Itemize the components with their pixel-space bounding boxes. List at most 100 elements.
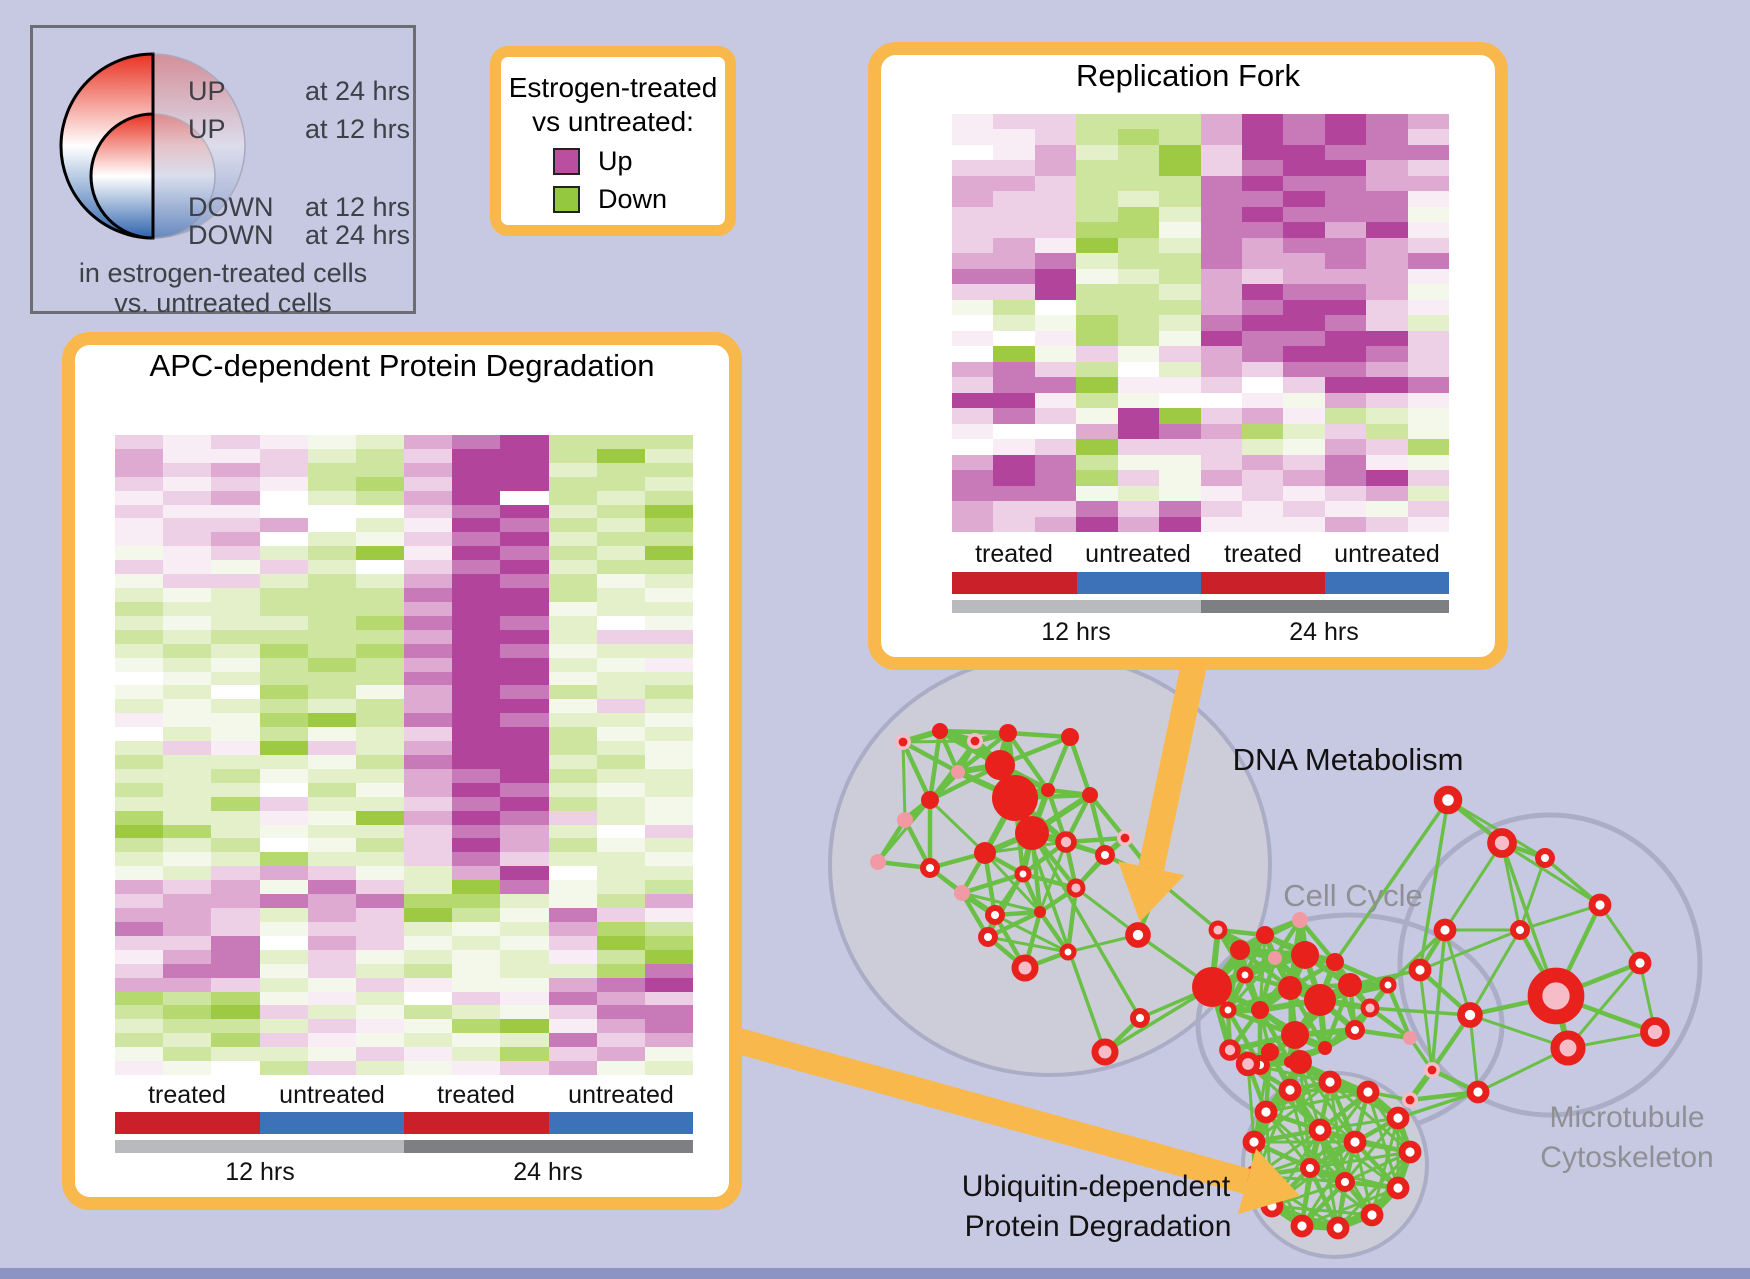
heatmap-cell bbox=[404, 601, 453, 616]
network-edge bbox=[1104, 985, 1213, 1054]
heatmap-cell bbox=[115, 880, 164, 895]
heatmap-cell bbox=[548, 588, 597, 602]
heatmap-cell bbox=[1200, 361, 1242, 378]
legend-time-label: at 24 hrs bbox=[305, 220, 411, 250]
heatmap-cell bbox=[163, 949, 212, 964]
heatmap-cell bbox=[1241, 175, 1284, 192]
heatmap-cell bbox=[404, 657, 453, 672]
heatmap-cell bbox=[115, 685, 164, 700]
heatmap-cell bbox=[1407, 284, 1449, 300]
heatmap-cell bbox=[404, 991, 453, 1006]
up-label: Up bbox=[598, 146, 633, 176]
heatmap-cell bbox=[1076, 129, 1118, 145]
heatmap-cell bbox=[1034, 206, 1077, 223]
heatmap-cell bbox=[548, 574, 597, 589]
heatmap-cell bbox=[307, 476, 356, 491]
heatmap-cell bbox=[1159, 439, 1201, 455]
heatmap-cell bbox=[404, 643, 453, 658]
heatmap-cell bbox=[1159, 160, 1201, 176]
heatmap-cell bbox=[500, 601, 549, 616]
network-edge bbox=[1397, 1090, 1479, 1120]
gene-node-ring-white bbox=[1290, 1214, 1314, 1238]
heatmap-cell bbox=[1283, 237, 1325, 254]
heatmap-cell bbox=[115, 462, 164, 477]
heatmap-cell bbox=[1200, 470, 1242, 486]
heatmap-cell bbox=[1159, 129, 1201, 145]
network-edge bbox=[1501, 841, 1601, 907]
heatmap-cell bbox=[1076, 253, 1118, 269]
heatmap-cell bbox=[163, 476, 212, 491]
gene-node-pink bbox=[954, 885, 970, 901]
heatmap-cell bbox=[163, 685, 212, 700]
heatmap-cell bbox=[452, 629, 501, 644]
apc-condition-bar-untreated-24 bbox=[549, 1112, 693, 1134]
heatmap-cell bbox=[1117, 237, 1160, 254]
heatmap-cell bbox=[211, 754, 260, 769]
heatmap-cell bbox=[307, 741, 356, 755]
heatmap-cell bbox=[1241, 237, 1284, 254]
heatmap-cell bbox=[404, 866, 453, 881]
heatmap-cell bbox=[355, 629, 404, 644]
heatmap-cell bbox=[1241, 330, 1284, 347]
heatmap-cell bbox=[259, 880, 308, 895]
heatmap-cell bbox=[596, 629, 645, 644]
heatmap-cell bbox=[1117, 516, 1160, 532]
heatmap-cell bbox=[355, 504, 404, 519]
heatmap-cell bbox=[355, 880, 404, 895]
heatmap-cell bbox=[259, 768, 308, 783]
gene-node-ring-white bbox=[1219, 1001, 1237, 1019]
heatmap-cell bbox=[1283, 470, 1325, 486]
heatmap-cell bbox=[259, 643, 308, 658]
heatmap-cell bbox=[1159, 315, 1201, 331]
heatmap-cell bbox=[952, 237, 994, 254]
heatmap-cell bbox=[452, 462, 501, 477]
heatmap-cell bbox=[548, 601, 597, 616]
heatmap-cell bbox=[596, 727, 645, 742]
heatmap-cell bbox=[993, 160, 1035, 176]
heatmap-cell bbox=[993, 501, 1035, 517]
heatmap-cell bbox=[115, 1005, 164, 1020]
heatmap-cell bbox=[548, 671, 597, 686]
heatmap-cell bbox=[259, 713, 308, 728]
heatmap-cell bbox=[452, 435, 501, 449]
apc-group-label-untreated-24: untreated bbox=[568, 1081, 674, 1109]
heatmap-cell bbox=[548, 476, 597, 491]
gene-node-ring-pink bbox=[1550, 1030, 1586, 1066]
heatmap-cell bbox=[211, 852, 260, 867]
heatmap-cell bbox=[115, 796, 164, 811]
heatmap-cell bbox=[211, 713, 260, 728]
gene-node-ring-white bbox=[1095, 845, 1115, 865]
network-edge bbox=[1030, 832, 1142, 1019]
heatmap-cell bbox=[452, 921, 501, 936]
network-edge bbox=[983, 851, 1042, 914]
heatmap-cell bbox=[404, 546, 453, 561]
heatmap-cell bbox=[452, 532, 501, 547]
heatmap-cell bbox=[1241, 423, 1284, 440]
heatmap-cell bbox=[307, 977, 356, 992]
heatmap-cell bbox=[1117, 222, 1160, 238]
heatmap-cell bbox=[211, 574, 260, 589]
heatmap-cell bbox=[1283, 222, 1325, 238]
network-edge bbox=[1430, 929, 1447, 1071]
heatmap-cell bbox=[163, 880, 212, 895]
heatmap-cell bbox=[452, 880, 501, 895]
heatmap-cell bbox=[500, 657, 549, 672]
heatmap-cell bbox=[1366, 160, 1408, 176]
heatmap-cell bbox=[259, 908, 308, 922]
heatmap-cell bbox=[355, 796, 404, 811]
network-edge bbox=[1300, 1141, 1357, 1227]
apc-condition-bar-untreated-12 bbox=[260, 1112, 404, 1134]
heatmap-cell bbox=[952, 361, 994, 378]
heatmap-cell bbox=[548, 699, 597, 714]
gene-node-solid bbox=[1318, 1041, 1332, 1055]
heatmap-cell bbox=[1241, 284, 1284, 300]
heatmap-cell bbox=[644, 991, 693, 1006]
heatmap-cell bbox=[355, 977, 404, 992]
heatmap-cell bbox=[1324, 516, 1367, 532]
heatmap-cell bbox=[115, 1019, 164, 1034]
heatmap-cell bbox=[452, 727, 501, 742]
heatmap-cell bbox=[307, 615, 356, 630]
heatmap-cell bbox=[1366, 377, 1408, 393]
heatmap-cell bbox=[1034, 144, 1077, 161]
heatmap-cell bbox=[993, 284, 1035, 300]
